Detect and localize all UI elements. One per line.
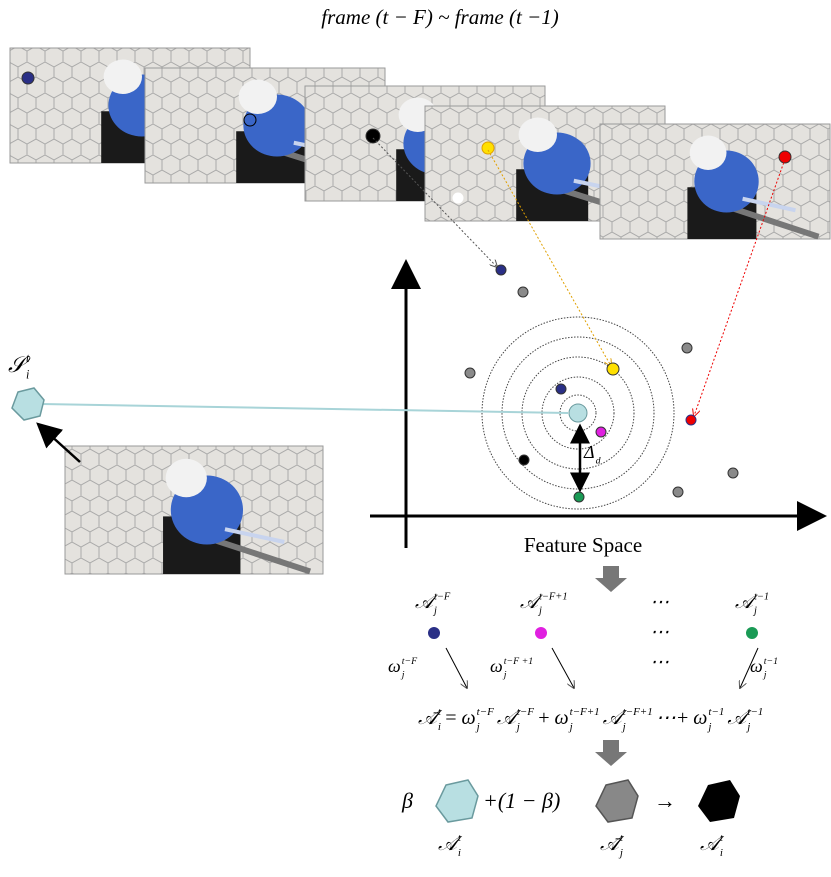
beta: β — [401, 788, 413, 813]
equation-term: ω — [554, 707, 568, 729]
point — [519, 455, 529, 465]
update-label-sup: t — [720, 832, 724, 844]
bird-head — [519, 118, 557, 153]
point — [728, 468, 738, 478]
axis-label: Feature Space — [524, 533, 642, 557]
equation-term: ω — [461, 707, 475, 729]
point — [556, 384, 566, 394]
equation-term-sup: t−F+1 — [570, 706, 600, 718]
anchor-label-sup: t−F+1 — [539, 591, 568, 602]
down-arrow — [595, 566, 627, 592]
equation-term-sup: t — [438, 706, 442, 718]
bird-head — [690, 136, 727, 171]
anchor-dot — [428, 627, 440, 639]
hex-mean — [596, 780, 638, 822]
point — [673, 487, 683, 497]
superpixel-mark — [22, 72, 34, 84]
superpixel-mark — [779, 151, 791, 163]
plus-term: +(1 − β) — [483, 788, 560, 813]
weight-label-sup: t−1 — [764, 656, 778, 667]
distance-label: Δ — [583, 442, 595, 462]
equation-term-sub: i — [438, 721, 441, 733]
point — [607, 363, 619, 375]
weight-label-sup: t−F — [402, 656, 418, 667]
weight-label-sup: t−F +1 — [504, 656, 534, 667]
equation-term-sup: t−1 — [747, 706, 763, 718]
point — [682, 343, 692, 353]
point — [574, 492, 584, 502]
arrow — [552, 648, 574, 688]
point — [496, 265, 506, 275]
superpixel-label-sub: i — [26, 368, 29, 382]
arrow-symbol: → — [654, 788, 676, 813]
superpixel-mark — [453, 193, 463, 203]
bird-head — [239, 80, 277, 115]
superpixel-mark — [366, 129, 380, 143]
equation-term: + — [537, 707, 551, 729]
anchor-label-sup: t−1 — [754, 591, 769, 602]
anchor-label: ⋯ — [650, 592, 669, 613]
superpixel-mark — [244, 114, 256, 126]
weight-label: ω — [750, 656, 763, 676]
superpixel-label-sup: t — [26, 351, 30, 365]
title: frame (t − F) ~ frame (t −1) — [321, 5, 558, 29]
superpixel — [12, 388, 44, 420]
anchor-dot — [746, 627, 758, 639]
weight-label: ω — [388, 656, 401, 676]
hex-current — [436, 780, 478, 822]
ellipsis: ⋯ — [650, 622, 669, 643]
link-line — [42, 404, 568, 413]
bird-head — [166, 459, 207, 497]
frame-stack — [10, 48, 830, 239]
hex-result — [698, 780, 740, 822]
update-label-sub: i — [458, 847, 461, 859]
update-label-sup: t — [458, 832, 462, 844]
current-frame — [65, 446, 323, 574]
anchor-dot — [535, 627, 547, 639]
equation-term: = — [444, 707, 458, 729]
weight-label: ω — [490, 656, 503, 676]
ellipsis: ⋯ — [650, 652, 669, 673]
update-label-sub: i — [720, 847, 723, 859]
down-arrow — [595, 740, 627, 766]
feature-points — [465, 265, 738, 502]
point — [465, 368, 475, 378]
equation-term-sup: t−F+1 — [623, 706, 653, 718]
bird-head — [104, 60, 142, 95]
equation-term: ω — [693, 707, 707, 729]
superpixel-mark — [482, 142, 494, 154]
arrow — [446, 648, 467, 688]
point — [686, 415, 696, 425]
diagram: frame (t − F) ~ frame (t −1) Feature Spa… — [0, 0, 831, 877]
equation-term-sup: t−F — [477, 706, 494, 718]
point-current — [569, 404, 587, 422]
point — [596, 427, 606, 437]
equation-term: ⋯+ — [656, 707, 690, 729]
point — [518, 287, 528, 297]
anchor-label-sup: t−F — [434, 591, 451, 602]
update-label-sup: t — [620, 832, 624, 844]
equation-term-sup: t−F — [517, 706, 534, 718]
equation-term-sup: t−1 — [708, 706, 724, 718]
arrow — [38, 424, 80, 462]
distance-label-sub: d — [596, 455, 601, 466]
